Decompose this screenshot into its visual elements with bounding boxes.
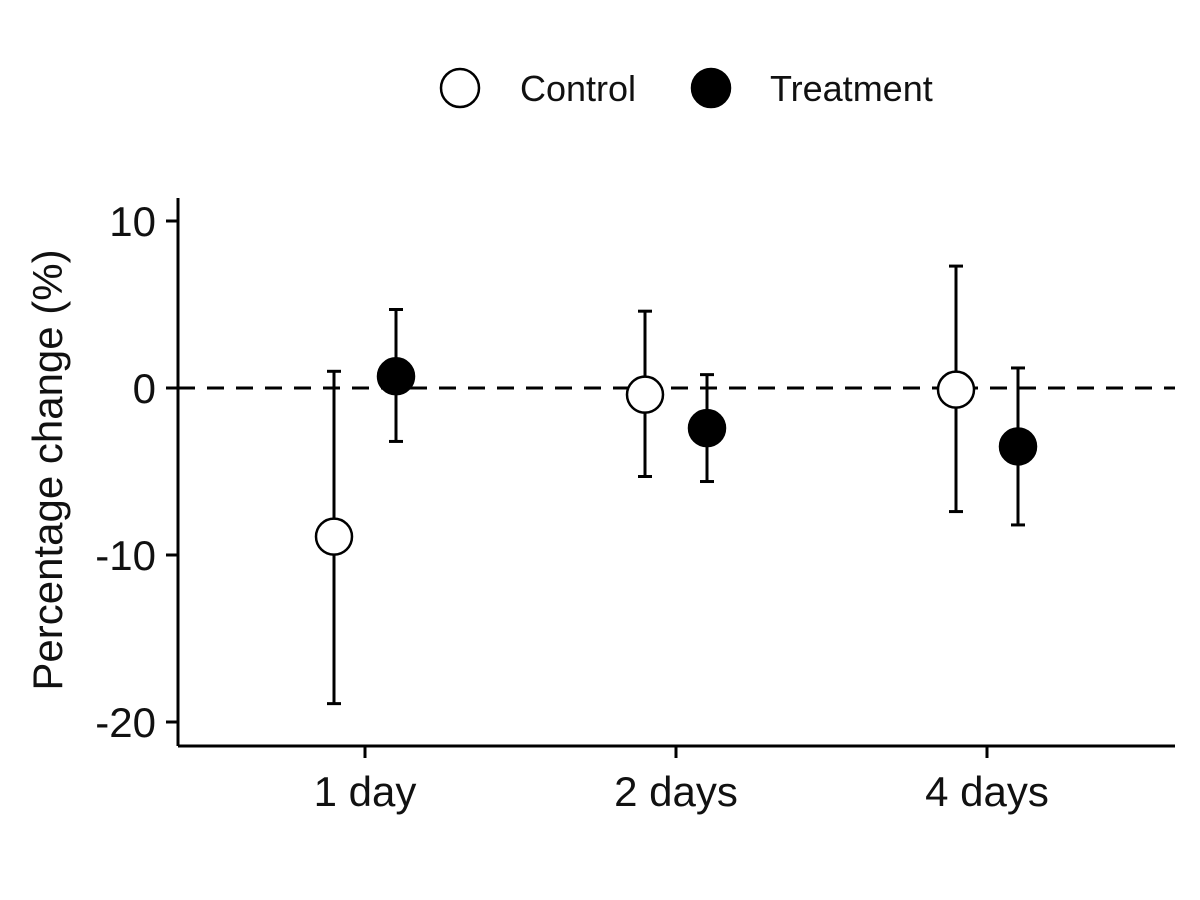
y-axis-title: Percentage change (%) [24, 249, 71, 690]
y-tick-label: 0 [133, 365, 156, 412]
legend-control-marker [439, 67, 481, 109]
treatment-point [687, 408, 727, 448]
legend: Control Treatment [439, 67, 933, 109]
y-ticks: 10 0 -10 -20 [95, 198, 178, 746]
y-tick-label: -20 [95, 699, 156, 746]
legend-treatment-label: Treatment [770, 68, 933, 109]
legend-treatment-marker [690, 67, 732, 109]
control-point [625, 375, 665, 414]
y-tick-label: -10 [95, 532, 156, 579]
treatment-point [376, 357, 416, 396]
x-tick-label: 2 days [614, 768, 738, 815]
x-tick-label: 4 days [925, 768, 1049, 815]
legend-control-label: Control [520, 68, 636, 109]
treatment-point [998, 427, 1038, 466]
y-tick-label: 10 [109, 198, 156, 245]
control-point [936, 370, 976, 409]
x-ticks: 1 day 2 days 4 days [314, 746, 1049, 815]
data-marks [314, 264, 1038, 706]
x-tick-label: 1 day [314, 768, 417, 815]
control-point [314, 517, 354, 556]
